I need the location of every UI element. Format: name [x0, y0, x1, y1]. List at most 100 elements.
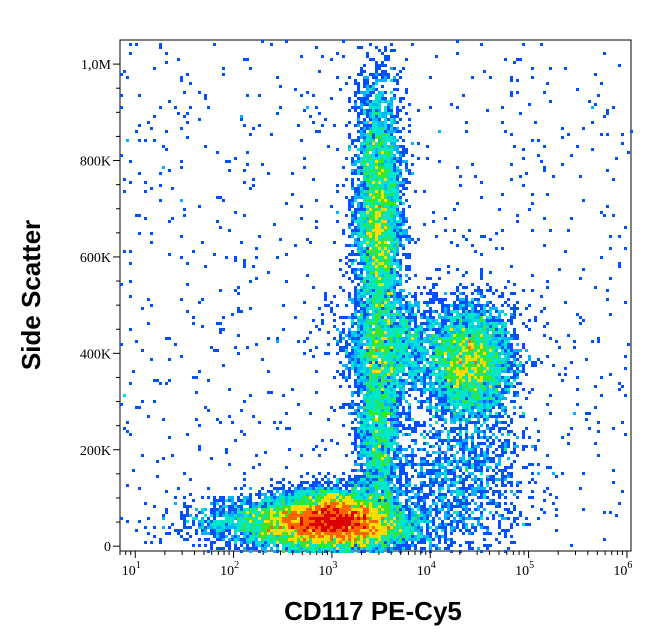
density-cell	[411, 238, 414, 241]
density-cell	[513, 328, 516, 331]
density-cell	[273, 223, 276, 226]
density-cell	[480, 325, 483, 328]
density-cell	[498, 313, 501, 316]
density-cell	[405, 334, 408, 337]
density-cell	[486, 289, 489, 292]
density-cell	[129, 43, 132, 46]
density-cell	[498, 478, 501, 481]
density-cell	[399, 451, 402, 454]
density-cell	[468, 382, 471, 385]
density-cell	[465, 466, 468, 469]
density-cell	[402, 217, 405, 220]
density-cell	[543, 91, 546, 94]
density-cell	[465, 331, 468, 334]
density-cell	[477, 316, 480, 319]
density-cell	[384, 208, 387, 211]
density-cell	[378, 304, 381, 307]
density-cell	[414, 382, 417, 385]
density-cell	[393, 379, 396, 382]
density-cell	[381, 70, 384, 73]
density-cell	[501, 454, 504, 457]
density-cell	[483, 331, 486, 334]
density-cell	[240, 487, 243, 490]
density-cell	[354, 94, 357, 97]
density-cell	[474, 454, 477, 457]
density-cell	[300, 205, 303, 208]
density-cell	[498, 391, 501, 394]
density-cell	[381, 190, 384, 193]
density-cell	[351, 223, 354, 226]
density-cell	[357, 484, 360, 487]
density-cell	[399, 211, 402, 214]
density-cell	[357, 367, 360, 370]
density-cell	[471, 409, 474, 412]
density-cell	[507, 349, 510, 352]
density-cell	[387, 268, 390, 271]
density-cell	[165, 61, 168, 64]
density-cell	[342, 346, 345, 349]
density-cell	[345, 334, 348, 337]
density-cell	[486, 352, 489, 355]
density-cell	[528, 328, 531, 331]
density-cell	[168, 220, 171, 223]
density-cell	[387, 106, 390, 109]
density-cell	[387, 349, 390, 352]
density-cell	[318, 493, 321, 496]
density-cell	[483, 304, 486, 307]
density-cell	[390, 370, 393, 373]
density-cell	[426, 367, 429, 370]
density-cell	[357, 385, 360, 388]
density-cell	[372, 127, 375, 130]
density-cell	[369, 319, 372, 322]
density-cell	[363, 91, 366, 94]
density-cell	[390, 121, 393, 124]
density-cell	[120, 106, 123, 109]
density-cell	[306, 472, 309, 475]
density-cell	[369, 268, 372, 271]
density-cell	[423, 352, 426, 355]
density-cell	[336, 211, 339, 214]
density-cell	[387, 382, 390, 385]
density-cell	[291, 484, 294, 487]
density-cell	[384, 340, 387, 343]
density-cell	[390, 430, 393, 433]
density-cell	[336, 370, 339, 373]
density-cell	[477, 388, 480, 391]
density-cell	[390, 112, 393, 115]
density-cell	[309, 115, 312, 118]
density-cell	[438, 391, 441, 394]
density-cell	[393, 184, 396, 187]
density-cell	[354, 268, 357, 271]
density-cell	[453, 427, 456, 430]
density-cell	[357, 436, 360, 439]
density-cell	[465, 400, 468, 403]
density-cell	[336, 52, 339, 55]
density-cell	[456, 307, 459, 310]
density-cell	[411, 427, 414, 430]
density-cell	[507, 472, 510, 475]
density-cell	[405, 274, 408, 277]
density-cell	[423, 442, 426, 445]
density-cell	[477, 337, 480, 340]
density-cell	[465, 301, 468, 304]
density-cell	[372, 274, 375, 277]
density-cell	[384, 430, 387, 433]
density-cell	[258, 235, 261, 238]
density-cell	[441, 478, 444, 481]
density-cell	[354, 253, 357, 256]
density-cell	[360, 181, 363, 184]
density-cell	[381, 454, 384, 457]
density-cell	[375, 223, 378, 226]
density-cell	[351, 337, 354, 340]
density-cell	[342, 484, 345, 487]
density-cell	[411, 343, 414, 346]
density-cell	[612, 469, 615, 472]
density-cell	[360, 121, 363, 124]
density-cell	[372, 421, 375, 424]
density-cell	[486, 454, 489, 457]
density-cell	[501, 451, 504, 454]
density-cell	[456, 379, 459, 382]
density-cell	[510, 349, 513, 352]
density-cell	[375, 220, 378, 223]
density-cell	[363, 343, 366, 346]
